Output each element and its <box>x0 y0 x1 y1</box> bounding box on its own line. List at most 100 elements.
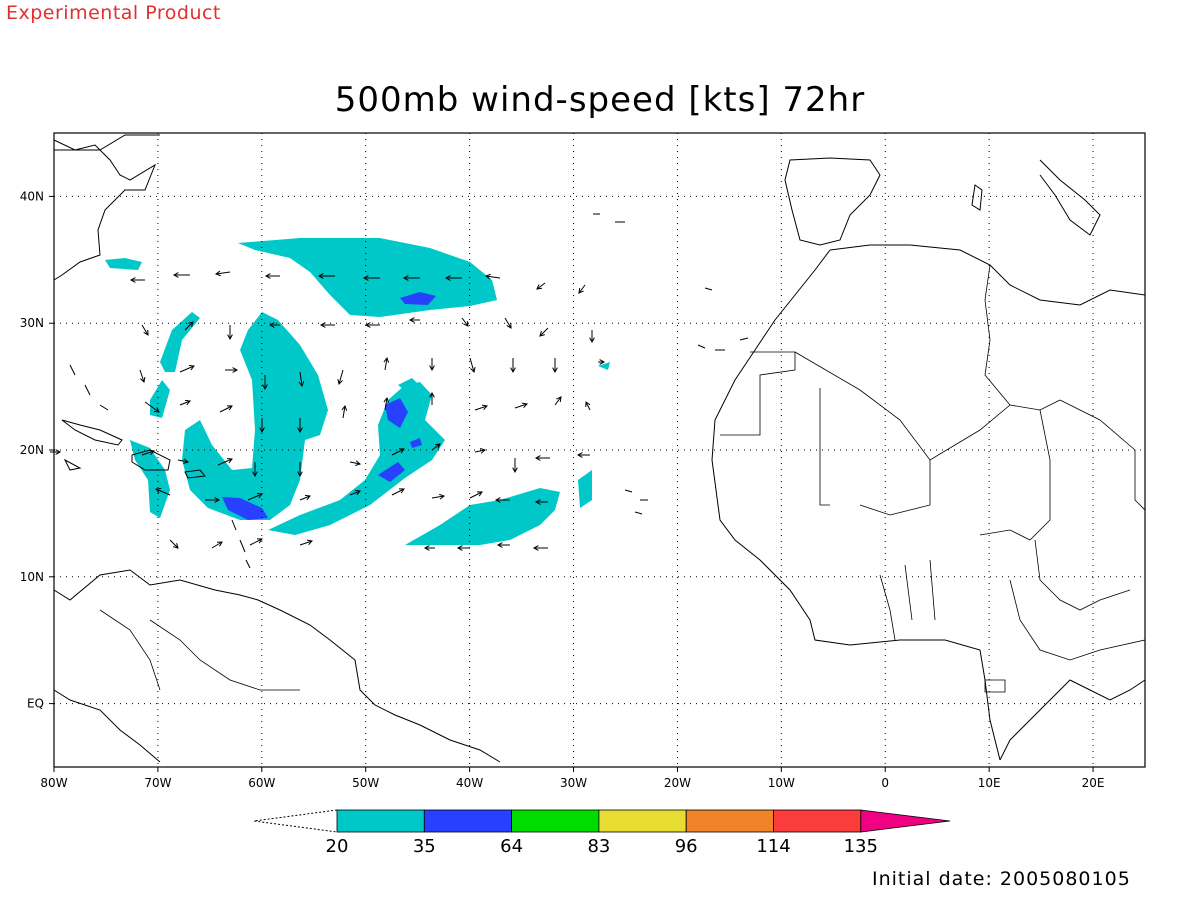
wind-arrow <box>177 458 190 464</box>
wind-arrow <box>217 458 233 466</box>
wind-arrow <box>141 324 149 336</box>
wind-arrow <box>536 282 546 290</box>
wind-arrow <box>349 489 361 496</box>
wind-arrow <box>598 359 606 365</box>
wind-arrow <box>214 270 231 277</box>
wind-arrow <box>179 365 195 373</box>
colorbar-level-label: 114 <box>756 836 790 857</box>
lon-tick-label: 80W <box>40 776 67 790</box>
wind-arrow <box>349 460 362 466</box>
wind-arrow <box>429 391 435 405</box>
wind-arrow <box>298 371 305 388</box>
lat-tick-label: 10N <box>20 570 44 584</box>
colorbar-level-label: 64 <box>500 836 523 857</box>
wind-arrow <box>184 321 194 331</box>
wind-arrow <box>268 322 280 328</box>
wind-arrow <box>484 273 501 280</box>
wind-arrow <box>252 462 258 478</box>
wind-arrow <box>532 545 548 551</box>
lon-tick-label: 50W <box>352 776 379 790</box>
wind-arrow <box>589 330 595 344</box>
longitude-labels: 80W 70W 60W 50W 40W 30W 20W 10W 0 10E 20E <box>40 767 1104 790</box>
map-title: 500mb wind-speed [kts] 72hr <box>334 80 866 120</box>
wind-arrow <box>585 401 591 411</box>
wind-arrow <box>456 545 470 551</box>
wind-arrow <box>510 358 516 374</box>
wind-arrow <box>225 367 239 373</box>
lon-tick-label: 0 <box>881 776 889 790</box>
wind-arrow <box>576 452 590 458</box>
wind-arrow <box>534 499 548 505</box>
wind-arrow <box>297 418 303 434</box>
colorbar-segment <box>336 809 425 833</box>
wind-arrow <box>383 396 390 411</box>
wind-arrow <box>474 404 488 411</box>
wind-arrow <box>383 356 390 371</box>
wind-arrow <box>337 369 344 386</box>
lon-tick-label: 10E <box>978 776 1001 790</box>
wind-arrow <box>144 401 160 413</box>
colorbar-level-label: 20 <box>326 836 349 857</box>
wind-arrow <box>554 396 562 406</box>
wind-arrow <box>431 493 446 500</box>
lon-tick-label: 20W <box>664 776 691 790</box>
wind-arrow <box>249 538 263 546</box>
wind-arrow <box>514 402 528 409</box>
colorbar-level-label: 35 <box>413 836 436 857</box>
wind-arrow <box>211 541 223 549</box>
colorbar: 20 35 64 83 96 114 135 <box>253 809 951 857</box>
wind-arrow <box>534 455 550 461</box>
wind-arrow <box>169 539 179 549</box>
wind-arrow <box>429 358 435 372</box>
colorbar-segment <box>511 809 600 833</box>
wind-arrow <box>552 358 558 374</box>
wind-arrow <box>496 542 510 548</box>
wind-arrow <box>444 275 462 281</box>
wind-arrow <box>155 488 171 496</box>
lon-tick-label: 70W <box>144 776 171 790</box>
country-borders <box>99 264 1146 693</box>
wind-arrow <box>319 322 335 328</box>
colorbar-segment <box>773 809 862 833</box>
initial-date: Initial date: 2005080105 <box>872 868 1131 890</box>
wind-arrow <box>297 462 303 478</box>
wind-arrow <box>179 399 191 406</box>
colorbar-low-extension <box>253 809 338 833</box>
wind-arrow <box>494 497 510 503</box>
wind-arrow <box>578 284 586 294</box>
wind-arrow <box>262 375 268 391</box>
lat-tick-label: 20N <box>20 443 44 457</box>
wind-arrow <box>50 449 62 455</box>
wind-arrow <box>423 545 435 551</box>
wind-arrow <box>512 458 518 474</box>
graticule <box>54 133 1145 767</box>
wind-speed-shading <box>105 238 610 545</box>
wind-arrow <box>341 404 348 419</box>
experimental-product-label: Experimental Product <box>6 2 221 24</box>
latitude-labels: 40N 30N 20N 10N EQ <box>20 189 54 711</box>
lat-tick-label: 40N <box>20 189 44 203</box>
lon-tick-label: 20E <box>1082 776 1105 790</box>
wind-arrow <box>227 325 233 341</box>
colorbar-level-label: 83 <box>587 836 610 857</box>
wind-arrow <box>129 277 145 283</box>
wind-arrow <box>504 317 512 329</box>
colorbar-level-label: 135 <box>844 836 878 857</box>
lon-tick-label: 30W <box>560 776 587 790</box>
colorbar-segment <box>598 809 687 833</box>
coastlines <box>53 134 1146 763</box>
wind-vectors <box>50 270 606 551</box>
lon-tick-label: 60W <box>248 776 275 790</box>
lat-tick-label: 30N <box>20 316 44 330</box>
wind-arrow <box>219 405 233 413</box>
wind-arrow <box>172 272 190 278</box>
wind-arrow <box>205 497 221 503</box>
wind-arrow <box>431 443 441 451</box>
wind-arrow <box>408 317 420 323</box>
wind-arrow <box>461 317 469 327</box>
wind-arrow <box>362 275 380 281</box>
wind-arrow <box>259 418 265 434</box>
wind-arrow <box>264 273 280 279</box>
wind-arrow <box>317 273 335 279</box>
